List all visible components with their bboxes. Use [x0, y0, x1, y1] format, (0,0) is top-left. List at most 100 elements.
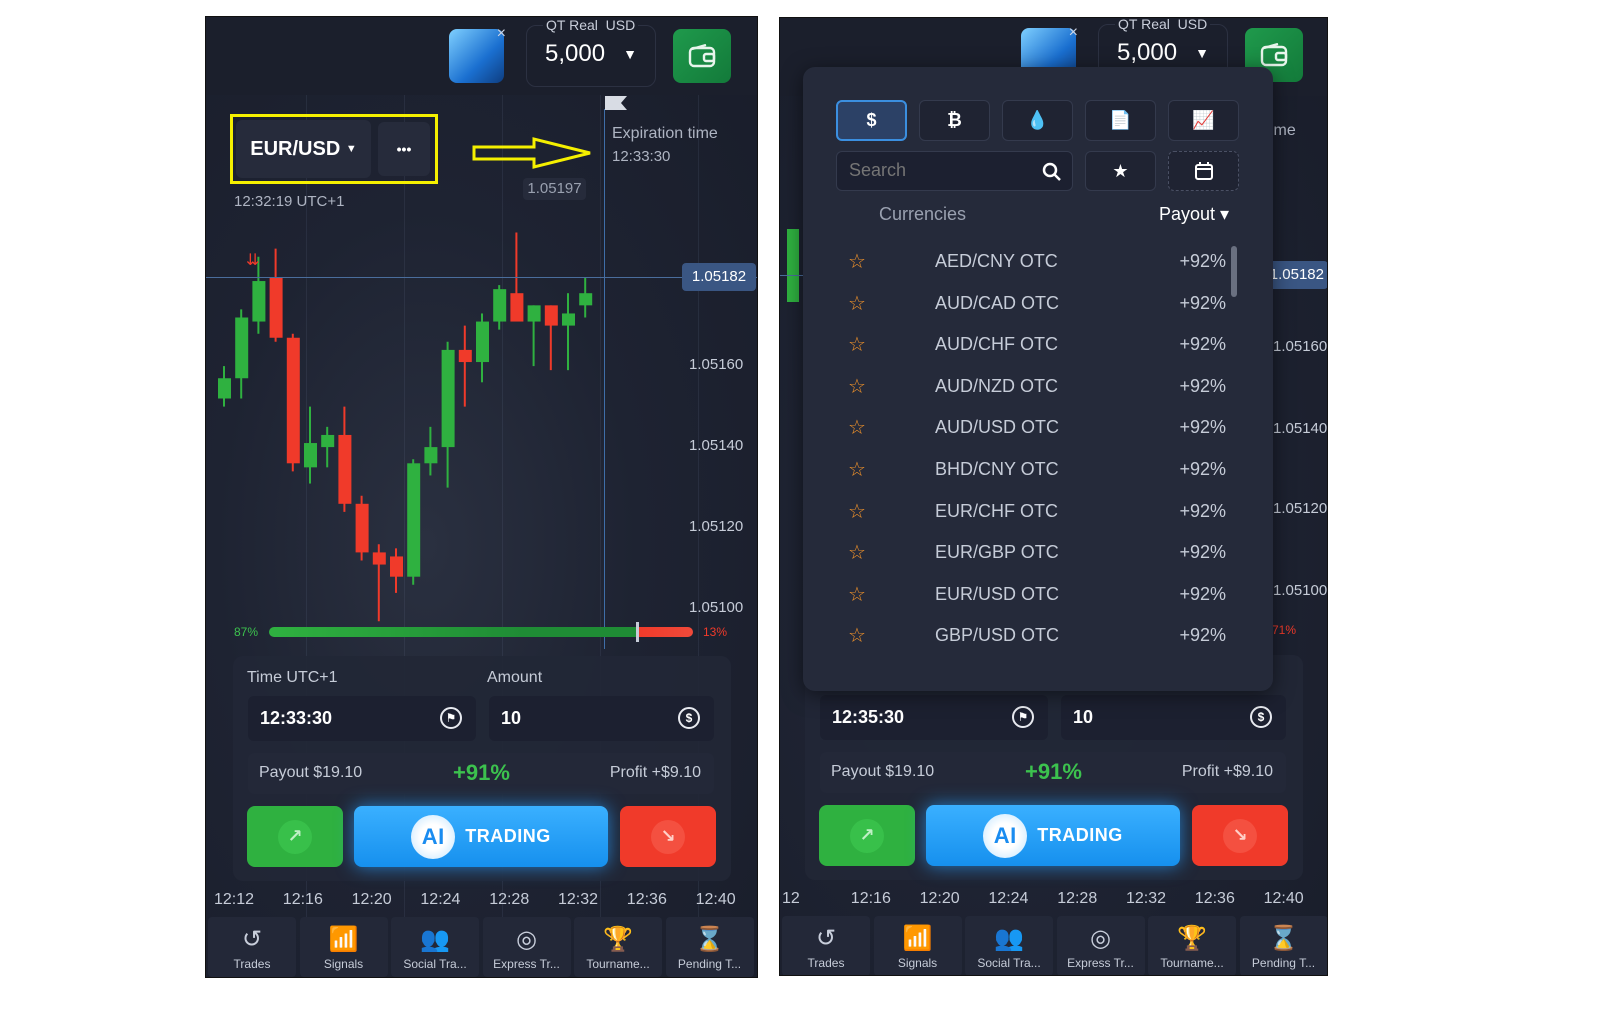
category-tab-commodity-drop[interactable]: 💧	[1002, 100, 1073, 141]
asset-selector-button[interactable]: EUR/USD ▼	[236, 120, 371, 178]
nav-item-trades[interactable]: ↺ Trades	[208, 917, 296, 977]
search-icon[interactable]	[1042, 162, 1062, 182]
sell-down-button[interactable]: ↘	[620, 806, 716, 867]
chevron-down-icon: ▼	[623, 46, 637, 62]
current-price-line	[206, 277, 757, 278]
candle	[407, 459, 421, 585]
asset-name: AUD/CAD OTC	[935, 292, 1060, 313]
list-scrollbar[interactable]	[1231, 246, 1237, 297]
expiration-label: ime	[1270, 122, 1296, 139]
trading-screen-left: × QT Real USD 5,000 ▼ ⇊ EUR/USD ▼ ••• 12…	[205, 16, 758, 978]
favorite-star-icon[interactable]: ☆	[848, 500, 866, 523]
asset-list-item[interactable]: ☆ BHD/CNY OTC +92%	[803, 449, 1273, 491]
nav-label: Trades	[233, 957, 271, 971]
payout-sort-button[interactable]: Payout ▾	[1159, 204, 1230, 224]
favorite-star-icon[interactable]: ☆	[848, 583, 866, 606]
candle-body	[372, 552, 386, 565]
close-icon[interactable]: ×	[1068, 24, 1078, 41]
nav-item-signals[interactable]: 📶 Signals	[299, 917, 388, 977]
hourglass-icon: ⌛	[694, 926, 725, 953]
dollar-circle-icon[interactable]: $	[1250, 706, 1272, 728]
wallet-icon	[1260, 43, 1288, 67]
price-axis-label: 1.05160	[1273, 338, 1328, 355]
nav-item-tourname[interactable]: 🏆 Tourname...	[574, 917, 662, 977]
favorite-star-icon[interactable]: ☆	[848, 334, 866, 357]
ai-trading-button[interactable]: AI TRADING	[926, 805, 1180, 866]
favorite-star-icon[interactable]: ☆	[848, 292, 866, 315]
favorite-star-icon[interactable]: ☆	[848, 459, 866, 481]
asset-list-item[interactable]: ☆ AED/CNY OTC +92%	[803, 241, 1273, 283]
candle-body	[544, 305, 558, 326]
asset-list-item[interactable]: ☆ AUD/CAD OTC +92%	[803, 283, 1273, 325]
nav-label: Pending T...	[1251, 956, 1316, 970]
arrow-annotation-icon	[472, 137, 591, 169]
nav-item-pending-t[interactable]: ⌛ Pending T...	[1239, 916, 1327, 975]
buy-up-button[interactable]: ↗	[819, 805, 915, 866]
favorite-star-icon[interactable]: ☆	[848, 625, 866, 648]
candle-body	[458, 349, 472, 363]
current-price-tag: 1.05182	[682, 263, 756, 291]
calendar-button[interactable]	[1168, 151, 1239, 191]
amount-input[interactable]: 10 $	[1061, 695, 1286, 740]
asset-list-item[interactable]: ☆ GBP/USD OTC +92%	[803, 615, 1273, 657]
close-icon[interactable]: ×	[496, 25, 506, 42]
dollar-circle-icon[interactable]: $	[678, 707, 700, 729]
favorites-filter-button[interactable]: ★	[1085, 151, 1156, 191]
asset-list-item[interactable]: ☆ AUD/NZD OTC +92%	[803, 366, 1273, 408]
nav-item-social-tra[interactable]: 👥 Social Tra...	[391, 917, 479, 977]
nav-item-signals[interactable]: 📶 Signals	[873, 916, 962, 975]
asset-list-item[interactable]: ☆ EUR/GBP OTC +92%	[803, 532, 1273, 574]
asset-name: AUD/CHF OTC	[935, 334, 1058, 355]
expiry-time-input[interactable]: 12:33:30 ⚑	[248, 696, 476, 741]
favorite-star-icon[interactable]: ☆	[848, 417, 866, 440]
nav-item-trades[interactable]: ↺ Trades	[782, 916, 870, 975]
sell-down-button[interactable]: ↘	[1192, 805, 1288, 866]
payout-row: Payout $19.10 +91% Profit +$9.10	[248, 753, 714, 794]
asset-list-item[interactable]: ☆ AUD/CHF OTC +92%	[803, 324, 1273, 366]
expiry-time-input[interactable]: 12:35:30 ⚑	[820, 695, 1048, 740]
nav-item-tourname[interactable]: 🏆 Tourname...	[1148, 916, 1236, 975]
gift-icon[interactable]: ×	[449, 25, 506, 83]
calendar-icon	[1194, 162, 1213, 180]
category-tab-dollar[interactable]: $	[836, 100, 907, 141]
more-options-button[interactable]: •••	[378, 122, 430, 176]
asset-payout: +92%	[1179, 334, 1226, 355]
payout-amount: Payout $19.10	[831, 763, 935, 780]
flag-circle-icon[interactable]: ⚑	[440, 707, 462, 729]
nav-item-express-tr[interactable]: ◎ Express Tr...	[482, 917, 571, 977]
ai-trading-button[interactable]: AI TRADING	[354, 806, 608, 867]
time-axis-label: 12:28	[1057, 890, 1098, 907]
balance-selector[interactable]: QT Real USD 5,000 ▼	[526, 17, 656, 87]
asset-list-item[interactable]: ☆ EUR/CHF OTC +92%	[803, 491, 1273, 533]
amount-label: Amount	[487, 669, 543, 686]
candle	[269, 248, 283, 342]
nav-label: Tourname...	[586, 957, 650, 971]
amount-input[interactable]: 10 $	[489, 696, 714, 741]
flag-circle-icon[interactable]: ⚑	[1012, 706, 1034, 728]
asset-name: AUD/USD OTC	[935, 417, 1060, 438]
buy-up-button[interactable]: ↗	[247, 806, 343, 867]
amount-value: 10	[1073, 707, 1094, 727]
account-currency: USD	[1177, 17, 1208, 32]
category-tab-bitcoin[interactable]: ₿	[919, 100, 990, 141]
search-input[interactable]	[849, 160, 1029, 181]
balance-selector[interactable]: QT Real USD 5,000 ▼	[1098, 18, 1228, 86]
wallet-button[interactable]	[673, 29, 731, 83]
candle	[338, 406, 352, 512]
category-tab-stock-document[interactable]: 📄	[1085, 100, 1156, 141]
nav-item-social-tra[interactable]: 👥 Social Tra...	[965, 916, 1053, 975]
candlestick-chart[interactable]: ⇊	[206, 95, 758, 655]
search-field[interactable]	[836, 151, 1073, 191]
category-tab-index-trend[interactable]: 📈	[1168, 100, 1239, 141]
asset-list-item[interactable]: ☆ EUR/USD OTC +92%	[803, 574, 1273, 616]
favorite-star-icon[interactable]: ☆	[848, 542, 866, 565]
nav-label: Signals	[323, 957, 364, 971]
asset-list-item[interactable]: ☆ AUD/USD OTC +92%	[803, 407, 1273, 449]
nav-item-express-tr[interactable]: ◎ Express Tr...	[1056, 916, 1145, 975]
asset-name: EUR/GBP OTC	[935, 542, 1059, 563]
nav-item-pending-t[interactable]: ⌛ Pending T...	[665, 917, 754, 977]
favorite-star-icon[interactable]: ☆	[848, 375, 866, 398]
candle-body	[562, 313, 575, 326]
commodity-drop-icon: 💧	[1026, 110, 1049, 130]
favorite-star-icon[interactable]: ☆	[848, 251, 866, 273]
